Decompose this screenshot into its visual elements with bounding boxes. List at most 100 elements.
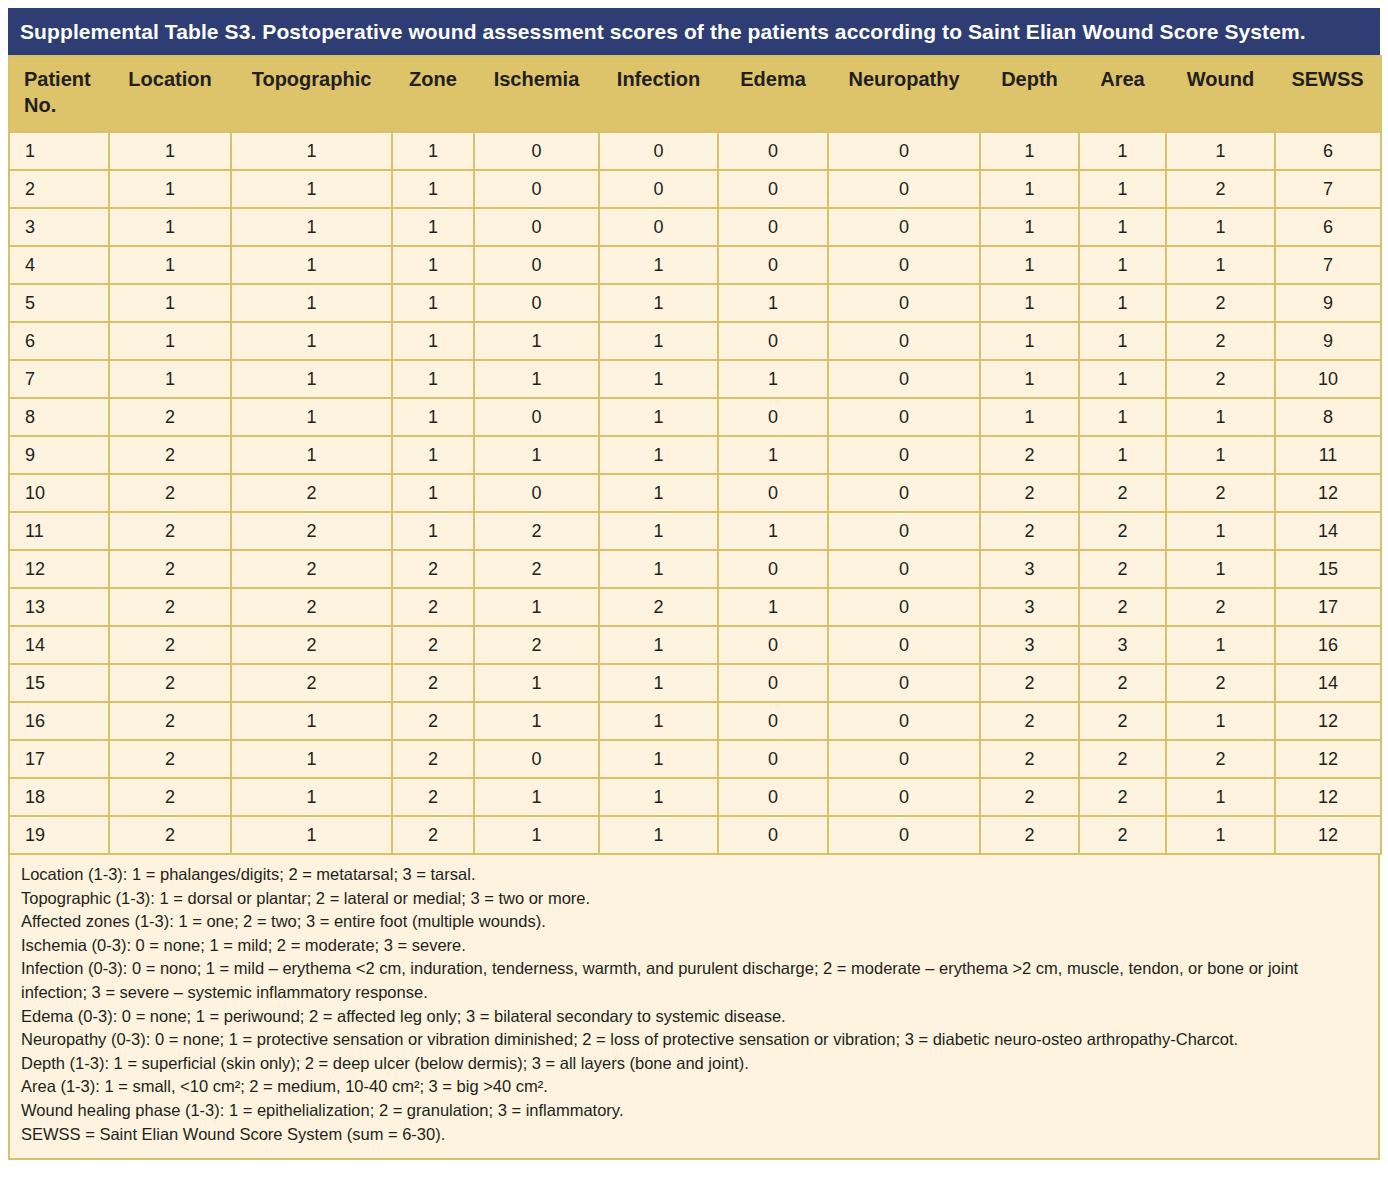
column-header-neuropathy: Neuropathy <box>828 56 980 132</box>
score-cell: 1 <box>392 322 474 360</box>
score-cell: 1 <box>1079 436 1166 474</box>
score-cell: 2 <box>980 474 1079 512</box>
score-cell: 7 <box>1275 170 1381 208</box>
footnote-line: Infection (0-3): 0 = nono; 1 = mild – er… <box>21 957 1366 1004</box>
score-cell: 1 <box>109 170 231 208</box>
score-cell: 1 <box>1079 208 1166 246</box>
score-cell: 12 <box>1275 702 1381 740</box>
score-cell: 2 <box>392 626 474 664</box>
column-header-infection: Infection <box>599 56 718 132</box>
score-cell: 0 <box>718 664 828 702</box>
table-row: 211100001127 <box>9 170 1381 208</box>
score-cell: 1 <box>392 512 474 550</box>
patient-number-cell: 2 <box>9 170 109 208</box>
score-cell: 1 <box>718 284 828 322</box>
score-cell: 1 <box>1166 626 1275 664</box>
score-cell: 2 <box>980 664 1079 702</box>
score-cell: 1 <box>1079 170 1166 208</box>
patient-number-cell: 10 <box>9 474 109 512</box>
score-cell: 1 <box>1166 132 1275 170</box>
table-row: 9211111021111 <box>9 436 1381 474</box>
score-cell: 2 <box>231 474 392 512</box>
table-row: 15222110022214 <box>9 664 1381 702</box>
table-body: 1111000011162111000011273111000011164111… <box>9 132 1381 854</box>
score-cell: 1 <box>392 436 474 474</box>
score-cell: 1 <box>1079 322 1166 360</box>
score-cell: 1 <box>599 550 718 588</box>
score-cell: 0 <box>828 778 980 816</box>
score-cell: 2 <box>980 512 1079 550</box>
score-cell: 1 <box>980 322 1079 360</box>
score-cell: 1 <box>392 170 474 208</box>
score-cell: 0 <box>828 246 980 284</box>
score-cell: 2 <box>109 474 231 512</box>
score-cell: 1 <box>599 664 718 702</box>
score-cell: 2 <box>109 436 231 474</box>
column-header-patient-no: Patient No. <box>9 56 109 132</box>
score-cell: 1 <box>109 360 231 398</box>
score-cell: 2 <box>392 664 474 702</box>
score-cell: 2 <box>1079 512 1166 550</box>
score-cell: 12 <box>1275 816 1381 854</box>
score-cell: 1 <box>599 512 718 550</box>
score-cell: 0 <box>718 778 828 816</box>
score-cell: 0 <box>828 208 980 246</box>
score-cell: 0 <box>718 322 828 360</box>
score-cell: 1 <box>1166 550 1275 588</box>
column-header-topographic: Topographic <box>231 56 392 132</box>
score-cell: 0 <box>828 284 980 322</box>
footnote-line: Neuropathy (0-3): 0 = none; 1 = protecti… <box>21 1028 1366 1052</box>
table-row: 111100001116 <box>9 132 1381 170</box>
score-cell: 2 <box>980 778 1079 816</box>
score-cell: 1 <box>231 170 392 208</box>
table-row: 611111001129 <box>9 322 1381 360</box>
score-cell: 1 <box>474 436 599 474</box>
table-row: 13222121032217 <box>9 588 1381 626</box>
score-cell: 9 <box>1275 322 1381 360</box>
patient-number-cell: 7 <box>9 360 109 398</box>
score-cell: 1 <box>474 778 599 816</box>
score-cell: 1 <box>980 284 1079 322</box>
table-row: 19212110022112 <box>9 816 1381 854</box>
score-cell: 1 <box>392 398 474 436</box>
score-cell: 6 <box>1275 208 1381 246</box>
score-cell: 1 <box>1166 208 1275 246</box>
score-cell: 0 <box>718 474 828 512</box>
score-cell: 0 <box>718 550 828 588</box>
score-cell: 1 <box>1166 398 1275 436</box>
score-cell: 1 <box>980 246 1079 284</box>
score-cell: 0 <box>599 170 718 208</box>
score-cell: 0 <box>828 550 980 588</box>
patient-number-cell: 8 <box>9 398 109 436</box>
table-row: 10221010022212 <box>9 474 1381 512</box>
score-cell: 1 <box>980 170 1079 208</box>
score-cell: 2 <box>1166 474 1275 512</box>
supplemental-table-container: Supplemental Table S3. Postoperative wou… <box>8 8 1380 1160</box>
score-cell: 1 <box>474 322 599 360</box>
score-cell: 0 <box>474 474 599 512</box>
score-cell: 3 <box>980 550 1079 588</box>
score-cell: 10 <box>1275 360 1381 398</box>
score-cell: 3 <box>980 626 1079 664</box>
score-cell: 2 <box>109 778 231 816</box>
score-cell: 0 <box>828 626 980 664</box>
patient-number-cell: 3 <box>9 208 109 246</box>
score-cell: 17 <box>1275 588 1381 626</box>
table-row: 411101001117 <box>9 246 1381 284</box>
score-cell: 2 <box>599 588 718 626</box>
footnote-line: Area (1-3): 1 = small, <10 cm²; 2 = medi… <box>21 1075 1366 1099</box>
score-cell: 1 <box>1166 778 1275 816</box>
score-cell: 2 <box>1166 360 1275 398</box>
score-cell: 1 <box>392 132 474 170</box>
score-cell: 1 <box>231 702 392 740</box>
score-cell: 12 <box>1275 474 1381 512</box>
score-cell: 0 <box>828 398 980 436</box>
score-cell: 1 <box>109 284 231 322</box>
score-cell: 2 <box>1166 284 1275 322</box>
score-cell: 0 <box>828 474 980 512</box>
score-cell: 2 <box>474 550 599 588</box>
score-cell: 0 <box>474 170 599 208</box>
score-cell: 1 <box>1079 360 1166 398</box>
score-cell: 1 <box>392 474 474 512</box>
score-cell: 2 <box>392 588 474 626</box>
